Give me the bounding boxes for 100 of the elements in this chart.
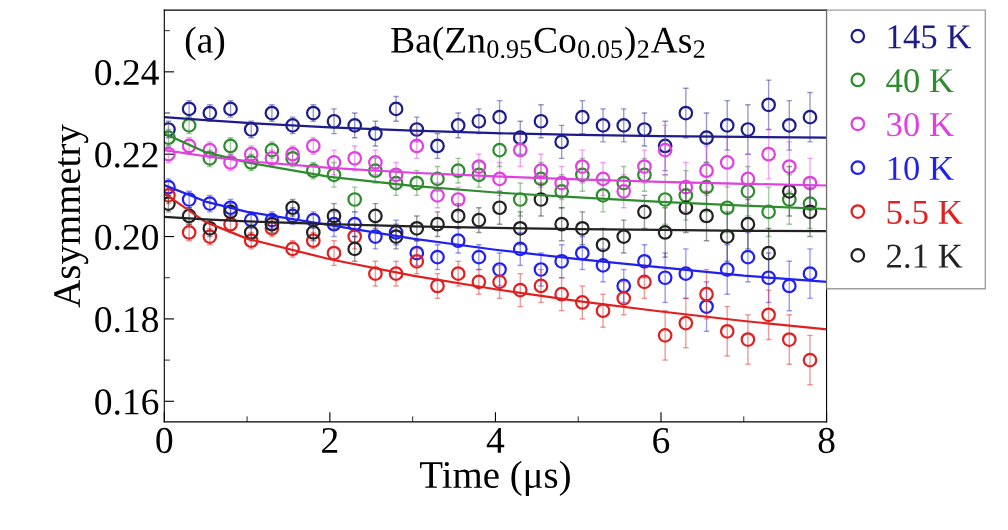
point [223,216,238,232]
legend-label: 2.1 K [887,244,963,269]
point [223,101,238,117]
point [678,200,694,216]
point [430,249,445,265]
point [533,163,549,179]
point [616,118,632,133]
point [326,155,342,170]
point [512,142,528,158]
point [388,101,404,117]
point [595,171,611,187]
point [368,208,383,224]
point [471,113,487,129]
point [492,200,507,216]
point [554,175,570,191]
point [637,204,652,220]
point [616,183,632,199]
y-tick-label: 0.24 [95,59,159,86]
point [388,266,404,281]
point [533,278,549,294]
point [243,233,259,249]
point [202,196,218,211]
point [637,253,652,269]
point [740,249,756,265]
point [781,332,797,347]
point [678,105,694,121]
point [678,315,694,331]
point [512,282,528,298]
point [637,122,652,137]
point [699,208,714,224]
point [719,323,735,339]
point [471,249,487,265]
point [761,270,776,286]
point [305,163,321,179]
legend-label: 30 K [887,112,954,137]
point [450,266,466,281]
point [285,150,300,166]
point [368,163,383,179]
x-tick-label: 0 [156,427,173,454]
point [719,200,735,216]
point [285,118,300,133]
point [368,126,383,141]
point [471,274,487,290]
point [492,274,507,290]
point [554,253,570,269]
point [802,196,818,211]
point [657,328,673,343]
annotation: (a) [185,26,225,61]
point [388,225,404,240]
point [471,159,487,174]
point [657,270,673,286]
point [264,216,280,232]
point [347,216,363,232]
legend-label: 145 K [888,25,972,49]
point [781,183,797,199]
point [430,138,445,154]
point [637,167,652,183]
point [657,192,673,207]
point [326,113,342,129]
point [637,274,652,290]
point [450,192,466,207]
point [181,138,197,154]
point [285,208,300,224]
point [492,142,507,158]
point [781,159,797,174]
point [305,105,321,121]
point [181,208,197,224]
point [740,183,756,199]
point [202,142,218,158]
point [574,295,590,310]
point [574,159,590,174]
point [554,134,570,150]
point [574,245,590,261]
point [678,266,694,281]
point [243,146,259,162]
point [305,233,321,249]
point [450,163,466,179]
point [761,97,776,113]
point [719,229,735,244]
point [181,225,197,240]
x-tick-label: 8 [818,427,835,454]
point [595,188,611,203]
y-axis-title: Asymmetry [54,124,89,308]
point [719,118,735,133]
point [533,192,549,207]
y-tick-label: 0.18 [95,307,159,333]
point [409,245,425,261]
point [305,138,321,154]
x-tick-label: 6 [653,427,670,454]
x-tick-label: 4 [486,428,505,453]
point [305,212,321,228]
point [512,192,528,207]
point [616,175,632,191]
point [326,208,342,224]
point [388,175,404,191]
point [761,146,776,162]
point [202,105,218,121]
point [533,262,549,277]
point [326,216,342,232]
point [409,253,425,269]
